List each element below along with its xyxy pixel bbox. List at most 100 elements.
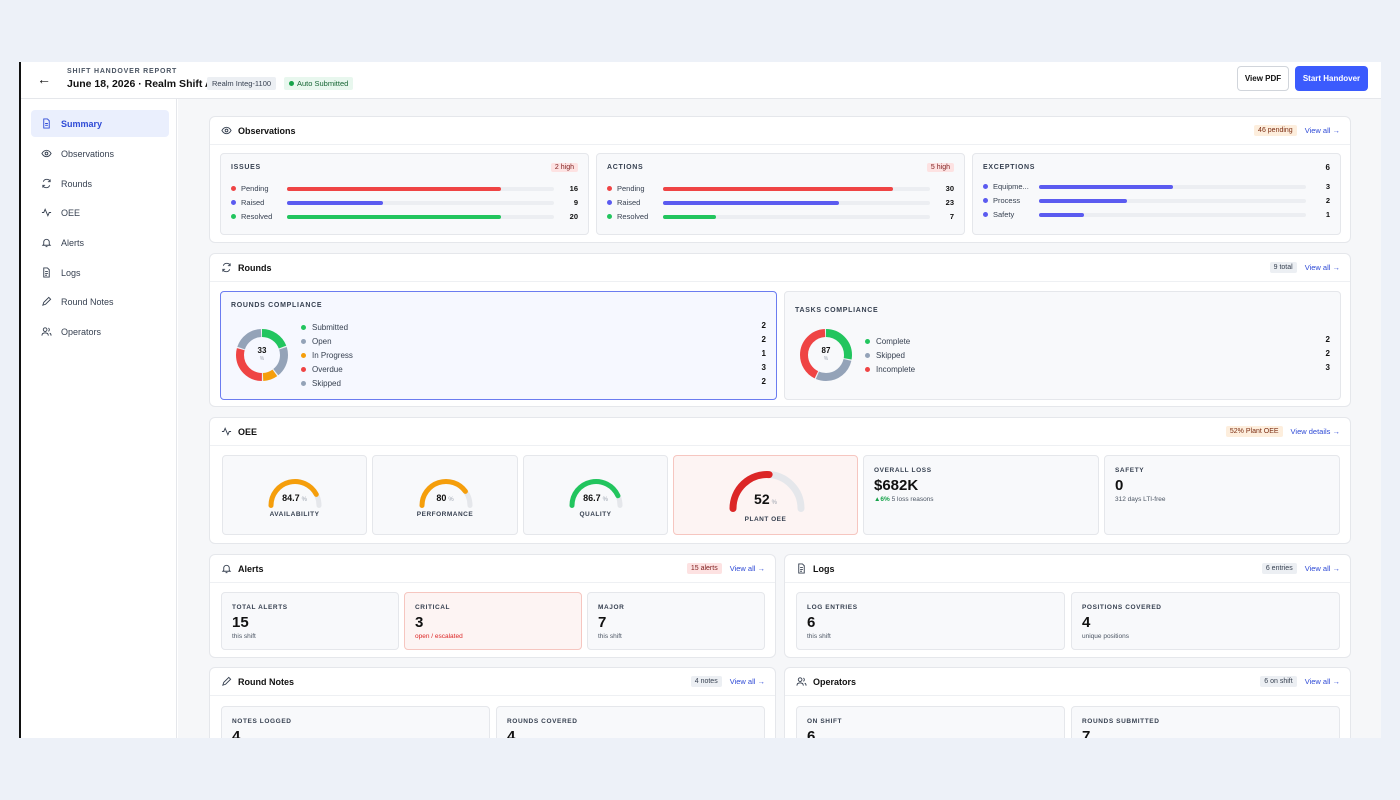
card-title: Alerts	[238, 563, 264, 574]
sidebar-item-rounds[interactable]: Rounds	[31, 170, 169, 197]
bar-label: Resolved	[617, 212, 649, 221]
legend-dot	[607, 214, 612, 219]
sidebar-item-observations[interactable]: Observations	[31, 140, 169, 167]
stat-subtitle: 312 days LTI-free	[1115, 496, 1166, 503]
view-all-link[interactable]: View all →	[1304, 263, 1340, 272]
gauge-number: 86.7	[583, 493, 601, 503]
bar-value: 23	[945, 198, 954, 207]
view-pdf-button[interactable]: View PDF	[1237, 66, 1289, 91]
status-badge-label: Auto Submitted	[297, 79, 349, 88]
file-icon	[798, 563, 805, 574]
bar-label: Safety	[993, 210, 1015, 219]
gauge-label: AVAILABILITY	[269, 511, 320, 518]
stat-title: ROUNDS SUBMITTED	[1082, 718, 1160, 725]
legend-row: Open	[301, 335, 332, 347]
bar-label: Raised	[617, 198, 641, 207]
stat-subtitle: this shift	[807, 633, 831, 640]
availability-gauge: 84.7% AVAILABILITY	[222, 455, 367, 535]
back-arrow-icon[interactable]: ←	[37, 71, 51, 87]
performance-gauge-arc	[419, 479, 473, 508]
stat-title: NOTES LOGGED	[232, 718, 292, 725]
legend-label: Incomplete	[876, 364, 916, 374]
legend-dot	[865, 338, 870, 344]
round-notes-card: Round Notes 4 notes View all → NOTES LOG…	[209, 667, 776, 738]
sidebar-item-operators[interactable]: Operators	[31, 318, 169, 345]
eye-icon	[221, 126, 232, 135]
rounds-compliance-panel[interactable]: ROUNDS COMPLIANCE 33 % Submitted Open In…	[220, 291, 777, 400]
sidebar-item-round-notes[interactable]: Round Notes	[31, 288, 169, 315]
legend-row: Skipped	[865, 349, 905, 361]
stat-value: 4	[507, 728, 516, 738]
legend-label: Complete	[876, 336, 911, 346]
start-handover-button[interactable]: Start Handover	[1295, 66, 1368, 91]
view-all-link[interactable]: View all →	[729, 677, 765, 686]
gauge-unit: %	[602, 497, 608, 503]
high-tag: 5 high	[926, 163, 954, 172]
bar-fill	[1039, 198, 1128, 203]
gauge-value: 86.7%	[524, 493, 667, 503]
legend-dot	[301, 338, 306, 344]
legend-dot	[301, 366, 306, 372]
view-all-link[interactable]: View all →	[729, 564, 765, 573]
status-dot-icon	[289, 81, 294, 86]
users-icon	[41, 327, 52, 336]
bar-row: Pending 16	[231, 183, 578, 194]
total-badge: 9 total	[1269, 262, 1297, 273]
sidebar: Summary Observations Rounds OEE Alerts L…	[21, 99, 177, 738]
bar-value: 7	[949, 212, 954, 221]
observations-card: Observations 46 pending View all → ISSUE…	[209, 116, 1351, 243]
activity-icon	[41, 208, 52, 217]
gauge-fill	[419, 479, 468, 508]
activity-icon	[221, 427, 232, 436]
eye-icon	[41, 149, 52, 158]
page-title: June 18, 2026 · Realm Shift A	[67, 78, 213, 90]
sidebar-item-summary[interactable]: Summary	[31, 110, 169, 137]
bar-track	[287, 200, 554, 205]
bar-value: 16	[569, 184, 578, 193]
view-all-link[interactable]: View all →	[1304, 564, 1340, 573]
bar-track	[287, 214, 554, 219]
view-all-link[interactable]: View all →	[1304, 677, 1340, 686]
view-details-link[interactable]: View details →	[1290, 427, 1340, 436]
legend-dot	[607, 186, 612, 191]
legend-row: In Progress	[301, 349, 353, 361]
sidebar-item-logs[interactable]: Logs	[31, 259, 169, 286]
bar-label: Process	[993, 196, 1021, 205]
donut-slice-submitted	[236, 329, 288, 381]
bell-icon	[221, 564, 232, 574]
donut-slice-skipped	[800, 329, 852, 381]
bar-row: Pending 30	[607, 183, 954, 194]
tasks-compliance-panel[interactable]: TASKS COMPLIANCE 87 % Complete Skipped I…	[784, 291, 1341, 400]
entries-badge: 6 entries	[1261, 563, 1297, 574]
stat-value: 0	[1115, 477, 1124, 494]
legend-dot	[983, 184, 988, 189]
realm-tag: Realm Integ-1100	[207, 77, 277, 90]
gauge-value: 80%	[373, 493, 517, 503]
pencil-icon	[222, 676, 232, 686]
tasks-compliance-value: 87	[821, 346, 831, 355]
actions-panel: ACTIONS 5 high Pending 30 Raised 23 Resolv…	[596, 153, 965, 235]
gauge-number: 80	[436, 493, 447, 503]
rounds-covered-stat: ROUNDS COVERED 4	[496, 706, 765, 738]
sidebar-item-oee[interactable]: OEE	[31, 199, 169, 226]
percent-sign: %	[823, 356, 829, 362]
view-all-link[interactable]: View all →	[1304, 126, 1340, 135]
app-window: ← SHIFT HANDOVER REPORT June 18, 2026 · …	[19, 62, 1381, 738]
rounds-card: Rounds 9 total View all → ROUNDS COMPLIA…	[209, 253, 1351, 407]
legend-dot	[865, 366, 870, 372]
rounds-donut-chart	[236, 329, 288, 381]
bar-track	[1039, 198, 1306, 203]
card-title: Observations	[238, 125, 296, 136]
legend-dot	[607, 200, 612, 205]
stat-title: MAJOR	[598, 604, 625, 611]
card-title: Operators	[813, 676, 857, 687]
legend-dot	[231, 186, 236, 191]
sidebar-item-alerts[interactable]: Alerts	[31, 229, 169, 256]
legend-value: 2	[1325, 349, 1330, 358]
bar-fill	[287, 200, 384, 205]
sidebar-item-label: Round Notes	[61, 296, 114, 307]
header-bar: ← SHIFT HANDOVER REPORT June 18, 2026 · …	[21, 62, 1381, 99]
bar-value: 2	[1325, 196, 1330, 205]
card-header: Round Notes 4 notes View all →	[210, 668, 775, 696]
panel-title: ACTIONS	[607, 164, 644, 171]
